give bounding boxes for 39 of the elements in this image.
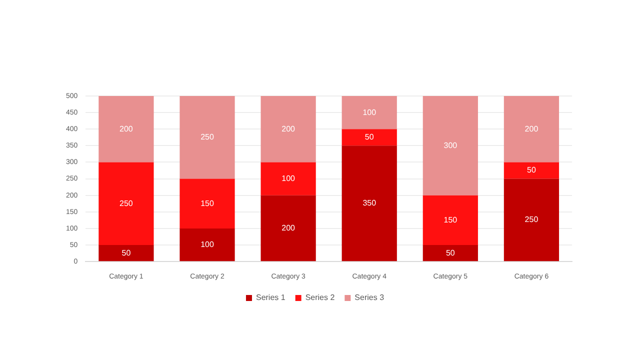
data-label: 100 <box>282 174 296 184</box>
data-label: 200 <box>282 124 296 134</box>
bar <box>98 245 154 262</box>
data-label: 50 <box>122 248 132 258</box>
data-label: 200 <box>282 223 296 232</box>
data-label: 150 <box>444 215 458 224</box>
bar <box>422 96 478 196</box>
data-label: 50 <box>446 248 456 258</box>
bar <box>504 96 560 162</box>
data-label: 200 <box>120 124 134 134</box>
bar <box>504 162 560 179</box>
data-label: 100 <box>362 108 377 117</box>
bar <box>422 245 478 262</box>
bar <box>180 228 235 262</box>
bar <box>98 96 154 162</box>
bar <box>342 96 397 130</box>
data-label: 300 <box>444 140 458 150</box>
data-label: 250 <box>120 198 134 208</box>
bar <box>342 129 397 146</box>
bar <box>422 195 478 246</box>
legend-label: Series 3 <box>354 293 385 302</box>
data-label: 50 <box>364 132 374 142</box>
data-label: 100 <box>200 240 214 249</box>
data-label: 250 <box>524 215 539 224</box>
bar <box>260 162 316 196</box>
legend-label: Series 1 <box>256 293 286 302</box>
bar <box>260 195 316 262</box>
bar <box>180 178 235 228</box>
data-label: 350 <box>362 198 377 208</box>
legend-label: Series 2 <box>305 293 336 302</box>
data-label: 200 <box>524 124 539 134</box>
data-label: 50 <box>527 166 536 175</box>
bar <box>98 162 154 246</box>
data-label: 250 <box>200 132 214 142</box>
bar <box>342 146 397 262</box>
bar <box>504 178 560 262</box>
bar <box>180 96 235 179</box>
data-label: 150 <box>200 198 214 208</box>
bar <box>260 96 316 162</box>
